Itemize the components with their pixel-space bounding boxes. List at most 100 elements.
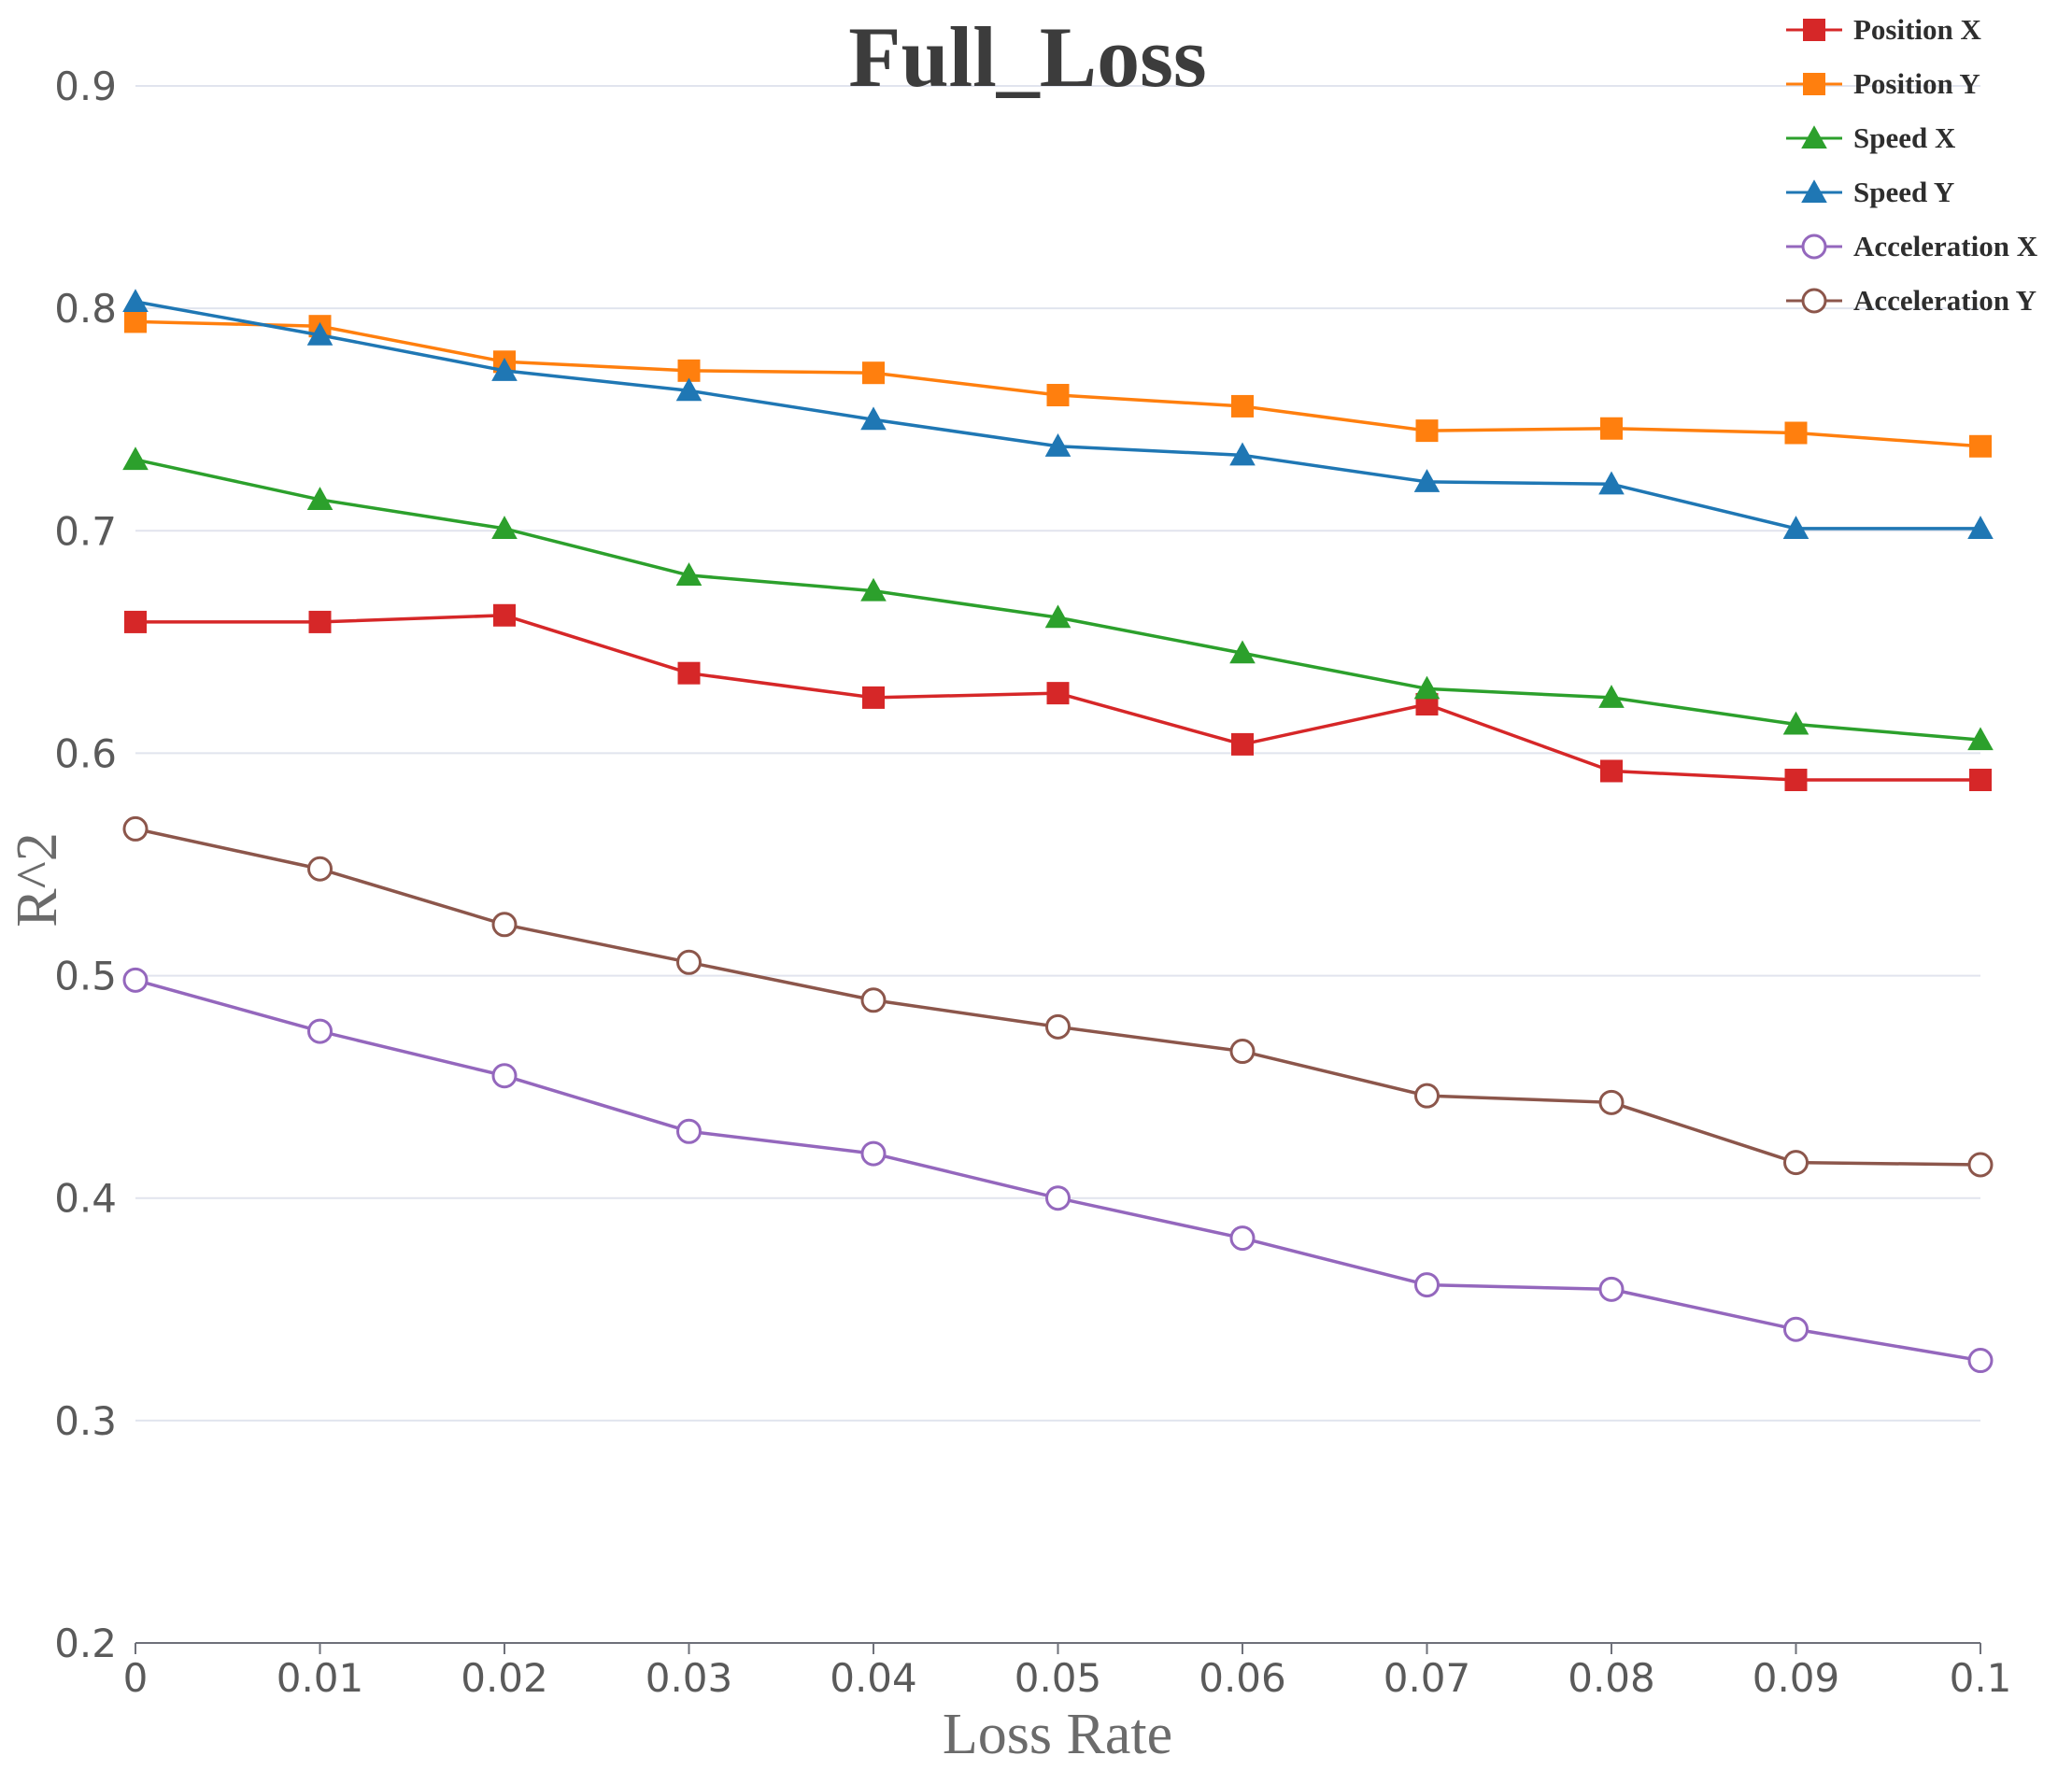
legend: Position X Position Y Speed X Speed Y Accele…: [1786, 13, 2038, 317]
data-point-acceleration-y: [122, 815, 149, 842]
data-point-position-x: [862, 686, 885, 709]
legend-label: Speed Y: [1853, 176, 1954, 208]
data-point-position-x: [677, 661, 701, 685]
legend-label: Acceleration Y: [1853, 284, 2037, 317]
legend-swatch-marker: [1803, 19, 1825, 41]
legend-item-position-x: Position X: [1786, 13, 1982, 46]
data-point-position-x: [1046, 682, 1070, 705]
series-acceleration-y: [122, 815, 1994, 1178]
legend-label: Position X: [1853, 13, 1982, 46]
legend-item-speed-x: Speed X: [1786, 121, 1956, 154]
chart-title: Full_Loss: [848, 9, 1206, 105]
data-point-acceleration-x: [307, 1018, 333, 1044]
legend-label: Acceleration X: [1853, 230, 2038, 262]
data-point-speed-y: [675, 377, 702, 402]
x-axis-label: Loss Rate: [943, 1703, 1172, 1766]
data-point-speed-x: [675, 562, 702, 586]
series-speed-x: [122, 446, 1994, 751]
data-point-acceleration-y: [1229, 1039, 1256, 1065]
legend-item-position-y: Position Y: [1786, 67, 1980, 100]
x-tick-label: 0.04: [830, 1655, 917, 1701]
legend-swatch-marker: [1801, 125, 1827, 149]
x-tick-label: 0.06: [1199, 1655, 1286, 1701]
y-tick-label: 0.6: [54, 730, 117, 776]
data-point-speed-y: [1044, 432, 1071, 457]
series-position-y: [124, 310, 1992, 458]
data-point-position-y: [1969, 434, 1992, 458]
data-point-acceleration-y: [860, 987, 887, 1013]
data-point-acceleration-x: [1414, 1272, 1440, 1298]
data-point-speed-x: [122, 446, 149, 471]
data-point-position-x: [1784, 769, 1808, 792]
legend-item-speed-y: Speed Y: [1786, 176, 1954, 208]
data-point-acceleration-y: [1414, 1083, 1440, 1109]
data-point-acceleration-y: [1967, 1152, 1994, 1178]
data-point-acceleration-x: [676, 1118, 702, 1144]
data-point-speed-x: [1044, 604, 1071, 629]
grid-layer: [135, 85, 1980, 1422]
data-point-position-y: [1231, 394, 1254, 418]
y-tick-label: 0.2: [54, 1621, 117, 1666]
legend-label: Speed X: [1853, 121, 1956, 154]
data-point-position-x: [1969, 769, 1992, 792]
series-speed-y: [122, 289, 1994, 539]
data-point-speed-x: [491, 516, 518, 539]
x-tick-label: 0.07: [1384, 1655, 1471, 1701]
y-tick-label: 0.9: [54, 64, 117, 109]
legend-swatch-marker: [1801, 288, 1827, 314]
series-line-acceleration-y: [135, 827, 1981, 1167]
data-point-position-y: [124, 310, 147, 333]
legend-item-acceleration-y: Acceleration Y: [1786, 284, 2037, 317]
data-point-position-x: [124, 610, 147, 633]
series-line-speed-y: [135, 300, 1980, 531]
data-point-acceleration-y: [1598, 1089, 1625, 1115]
x-tick-label: 0.1: [1950, 1655, 2012, 1701]
legend-swatch-marker: [1801, 179, 1827, 204]
data-point-acceleration-x: [122, 967, 149, 993]
data-point-speed-x: [1229, 640, 1256, 664]
data-point-speed-y: [860, 406, 887, 431]
data-point-position-y: [1046, 384, 1070, 407]
y-axis-label: R^2: [6, 832, 69, 927]
series-layer: [122, 289, 1994, 1374]
x-tick-label: 0.08: [1568, 1655, 1655, 1701]
data-point-speed-y: [1598, 471, 1625, 495]
legend-label: Position Y: [1853, 67, 1980, 100]
legend-item-acceleration-x: Acceleration X: [1786, 230, 2038, 262]
data-point-speed-y: [122, 289, 149, 313]
x-tick-label: 0: [123, 1655, 149, 1701]
data-point-acceleration-x: [860, 1140, 887, 1167]
y-tick-label: 0.3: [54, 1398, 117, 1444]
data-point-position-x: [1231, 732, 1254, 756]
data-point-acceleration-y: [1783, 1150, 1809, 1176]
data-point-acceleration-x: [1967, 1348, 1994, 1374]
x-tick-label: 0.05: [1015, 1655, 1102, 1701]
y-tick-label: 0.8: [54, 286, 117, 332]
legend-swatch-marker: [1803, 73, 1825, 95]
data-point-position-y: [1600, 417, 1623, 440]
data-point-speed-y: [1413, 469, 1440, 492]
data-point-position-x: [308, 610, 332, 633]
data-point-speed-y: [1229, 442, 1256, 466]
data-point-acceleration-y: [307, 856, 333, 882]
y-tick-label: 0.4: [54, 1176, 117, 1222]
x-tick-label: 0.01: [277, 1655, 364, 1701]
data-point-speed-x: [306, 487, 334, 510]
data-point-speed-y: [306, 321, 334, 346]
series-position-x: [124, 603, 1992, 792]
data-point-acceleration-y: [676, 949, 702, 975]
data-point-acceleration-x: [1045, 1185, 1071, 1211]
data-point-speed-x: [860, 577, 887, 602]
data-point-position-y: [1784, 421, 1808, 445]
data-point-speed-y: [491, 358, 518, 381]
x-tick-label: 0.03: [646, 1655, 733, 1701]
data-point-position-x: [1600, 759, 1623, 783]
legend-swatch-marker: [1801, 234, 1827, 260]
data-point-position-x: [493, 603, 516, 627]
data-point-acceleration-y: [1045, 1013, 1071, 1040]
x-tick-label: 0.02: [461, 1655, 548, 1701]
axis-layer: 0.2 0.3 0.4 0.5 0.6 0.7 0.8 0.9 0 0.01 0.02 0.03 0.0…: [54, 64, 2011, 1701]
y-tick-label: 0.7: [54, 508, 117, 554]
